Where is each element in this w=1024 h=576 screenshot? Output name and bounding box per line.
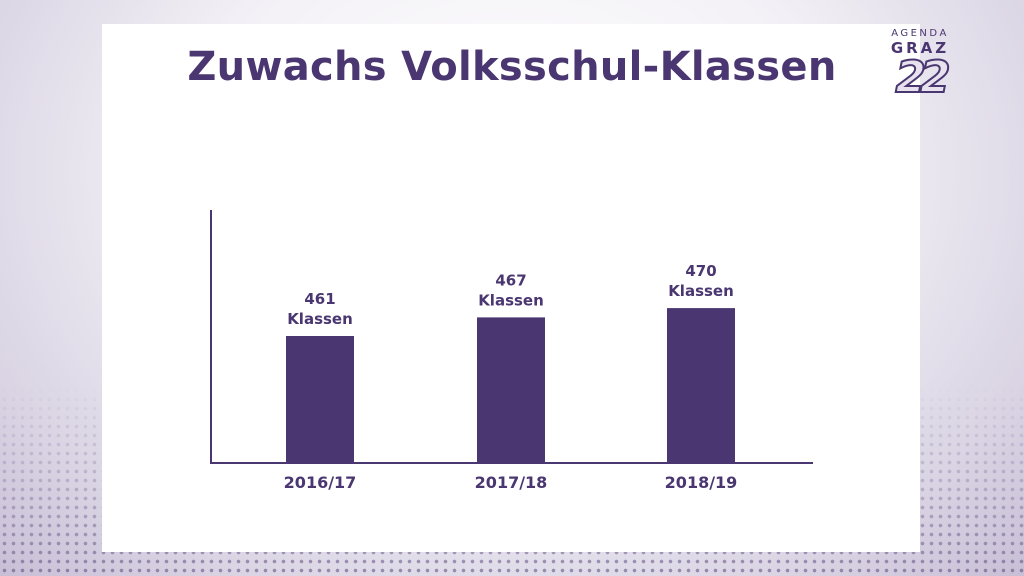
data-label-2016/17-line1: 461 [304, 290, 335, 308]
logo-line-agenda: AGENDA [891, 28, 949, 39]
data-label-2018/19-line2: Klassen [668, 282, 734, 300]
x-tick-label-2018/19: 2018/19 [665, 473, 738, 492]
bar-2016/17 [286, 336, 354, 462]
x-tick-label-2017/18: 2017/18 [475, 473, 548, 492]
logo-line-graz: GRAZ [890, 39, 950, 57]
data-label-2017/18-line2: Klassen [478, 291, 544, 309]
logo-line-22: 22 [894, 52, 951, 103]
page-title: Zuwachs Volksschul-Klassen [187, 44, 837, 90]
data-label-2016/17-line2: Klassen [287, 310, 353, 328]
bar-2018/19 [667, 308, 735, 462]
data-label-2017/18-line1: 467 [495, 271, 526, 289]
data-label-2018/19-line1: 470 [685, 262, 716, 280]
agenda-graz-logo: AGENDA GRAZ 22 [880, 28, 960, 110]
x-tick-label-2016/17: 2016/17 [284, 473, 357, 492]
bar-2017/18 [477, 317, 545, 462]
